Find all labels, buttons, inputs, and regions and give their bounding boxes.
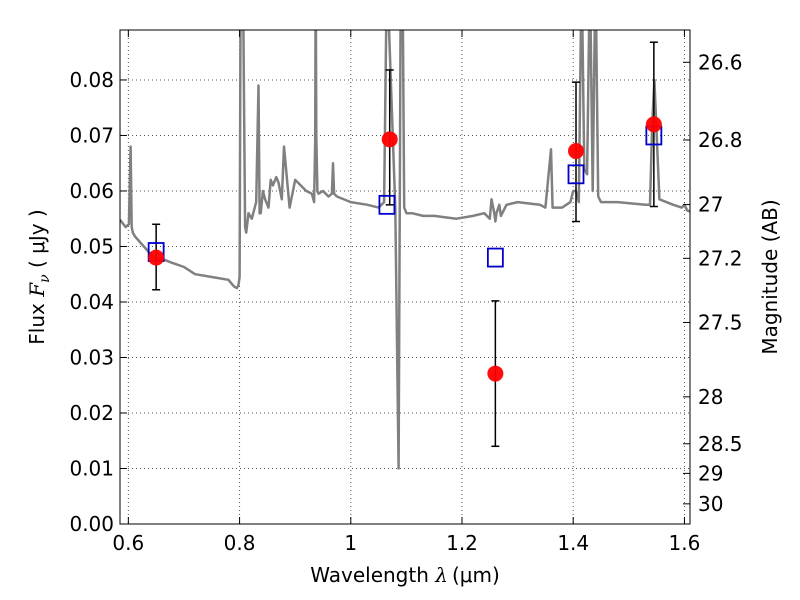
y2-tick-label: 28 (698, 385, 723, 409)
y-tick-label: 0.01 (69, 456, 114, 480)
x-tick-label: 1.4 (557, 531, 589, 555)
y2-tick-label: 26.6 (698, 50, 743, 74)
y2-tick-label: 28.5 (698, 432, 743, 456)
model-band-point (567, 164, 585, 185)
y2-tick-label: 30 (698, 492, 723, 516)
y-tick-label: 0.00 (69, 512, 114, 536)
y-axis: 0.00 0.01 0.02 0.03 0.04 0.05 0.06 0.07 0.08 (69, 68, 127, 536)
model-band-point (378, 194, 396, 215)
y2-tick-label: 26.8 (698, 128, 743, 152)
y-tick-label: 0.06 (69, 179, 114, 203)
observed-point (568, 143, 584, 160)
observed-points (148, 116, 662, 382)
y-tick-label: 0.04 (69, 290, 114, 314)
x-tick-label: 1.6 (669, 531, 701, 555)
observed-point (487, 365, 504, 382)
y2-tick-label: 27.5 (698, 310, 743, 334)
y-tick-label: 0.07 (69, 123, 114, 147)
y-axis-title: Flux Fν ( μJy ) (25, 209, 53, 344)
model-band-point (486, 247, 504, 268)
model-spectrum (120, 30, 690, 470)
x-tick-label: 1.2 (446, 531, 478, 555)
y-tick-label: 0.02 (69, 401, 114, 425)
y2-axis: 26.6 26.8 27 27.2 27.5 28 28.5 29 30 (683, 50, 743, 516)
plot-frame (119, 29, 691, 525)
observed-point (645, 116, 662, 133)
y2-tick-label: 27.2 (698, 246, 743, 270)
x-axis-title: Wavelength λ (μm) (310, 563, 500, 587)
y2-tick-label: 27 (698, 193, 723, 217)
y-tick-label: 0.03 (69, 345, 114, 369)
y-tick-label: 0.08 (69, 68, 114, 92)
y-tick-label: 0.05 (69, 234, 114, 258)
observed-point (148, 249, 165, 266)
x-axis: 0.6 0.8 1 1.2 1.4 1.6 (112, 30, 700, 555)
x-tick-label: 0.6 (112, 531, 144, 555)
x-tick-label: 1 (344, 531, 357, 555)
model-spectrum-line (120, 30, 690, 470)
x-tick-label: 0.8 (224, 531, 256, 555)
observed-point (381, 131, 398, 148)
y2-axis-title: Magnitude (AB) (758, 199, 782, 354)
error-bars (152, 41, 658, 448)
y2-tick-label: 29 (698, 461, 723, 485)
